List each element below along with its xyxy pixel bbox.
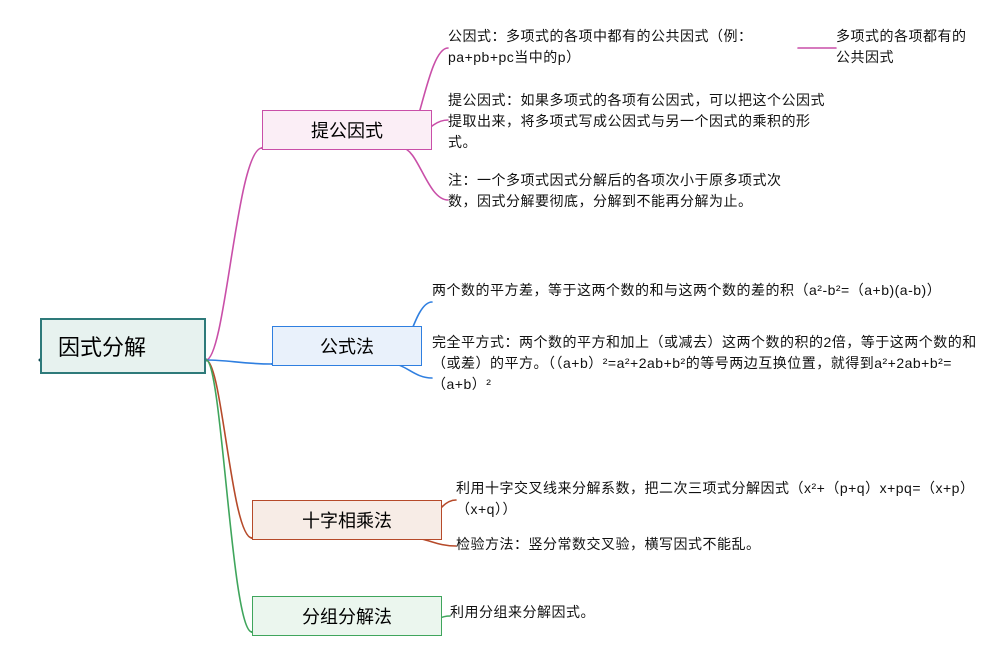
leaf-note: 两个数的平方差，等于这两个数的和与这两个数的差的积（a²-b²=（a+b)(a-… (432, 280, 972, 301)
branch-extract-common-factor: 提公因式 (262, 110, 432, 150)
root-node: 因式分解 (40, 318, 206, 374)
branch-cross-multiply: 十字相乘法 (252, 500, 442, 540)
branch-label: 公式法 (320, 337, 374, 357)
leaf-note: 提公因式：如果多项式的各项有公因式，可以把这个公因式提取出来，将多项式写成公因式… (448, 90, 828, 153)
leaf-note: 公因式：多项式的各项中都有的公共因式（例：pa+pb+pc当中的p） (448, 26, 798, 68)
root-label: 因式分解 (58, 335, 146, 360)
leaf-note: 利用十字交叉线来分解系数，把二次三项式分解因式（x²+（p+q）x+pq=（x+… (456, 478, 976, 520)
branch-group-factor: 分组分解法 (252, 596, 442, 636)
leaf-note: 完全平方式：两个数的平方和加上（或减去）这两个数的积的2倍，等于这两个数的和（或… (432, 332, 980, 395)
leaf-note: 注：一个多项式因式分解后的各项次小于原多项式次数，因式分解要彻底，分解到不能再分… (448, 170, 788, 212)
leaf-note: 多项式的各项都有的公共因式 (836, 26, 976, 68)
leaf-note: 检验方法：竖分常数交叉验，横写因式不能乱。 (456, 534, 916, 555)
leaf-note: 利用分组来分解因式。 (450, 602, 750, 623)
branch-formula-method: 公式法 (272, 326, 422, 366)
branch-label: 分组分解法 (302, 607, 392, 627)
branch-label: 十字相乘法 (302, 511, 392, 531)
branch-label: 提公因式 (311, 121, 383, 141)
